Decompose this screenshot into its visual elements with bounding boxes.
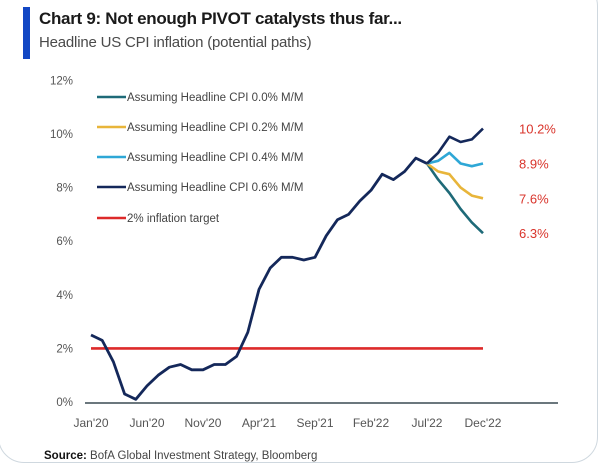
- chart-subtitle: Headline US CPI inflation (potential pat…: [39, 34, 312, 51]
- y-tick-label: 4%: [56, 290, 73, 302]
- y-tick-label: 10%: [50, 129, 73, 141]
- legend-label: Assuming Headline CPI 0.6% M/M: [127, 182, 303, 194]
- series-line-history: [90, 156, 428, 401]
- x-tick-label: Feb'22: [353, 416, 390, 430]
- end-label: 10.2%: [519, 122, 556, 137]
- source-label: Source:: [44, 450, 87, 462]
- end-label: 8.9%: [519, 156, 549, 171]
- end-label: 6.3%: [519, 226, 549, 241]
- chart-card: [0, 0, 598, 463]
- x-tick-label: Jun'20: [130, 416, 165, 430]
- legend-label: Assuming Headline CPI 0.2% M/M: [127, 122, 303, 134]
- x-tick-label: Jan'20: [74, 416, 109, 430]
- y-tick-label: 8%: [56, 183, 73, 195]
- x-tick-label: Dec'22: [465, 416, 502, 430]
- y-tick-label: 12%: [50, 75, 73, 87]
- x-tick-label: Apr'21: [242, 416, 277, 430]
- legend-label: Assuming Headline CPI 0.0% M/M: [127, 92, 303, 104]
- end-label: 7.6%: [519, 191, 549, 206]
- chart-title: Chart 9: Not enough PIVOT catalysts thus…: [39, 9, 402, 28]
- y-axis-ticks: 0% 2% 4% 6% 8% 10% 12%: [50, 75, 73, 409]
- source-text: BofA Global Investment Strategy, Bloombe…: [90, 450, 318, 462]
- x-tick-label: Sep'21: [297, 416, 334, 430]
- series-line-0-0pct: [425, 162, 484, 235]
- series-line-0-2pct: [426, 162, 484, 200]
- legend-label: 2% inflation target: [127, 213, 220, 225]
- series-lines: [90, 127, 484, 401]
- legend-label: Assuming Headline CPI 0.4% M/M: [127, 152, 303, 164]
- legend: Assuming Headline CPI 0.0% M/M Assuming H…: [97, 92, 303, 225]
- y-tick-label: 0%: [56, 397, 73, 409]
- x-axis-ticks: Jan'20 Jun'20 Nov'20 Apr'21 Sep'21 Feb'22 Jul'…: [74, 416, 502, 430]
- x-tick-label: Nov'20: [185, 416, 222, 430]
- end-labels: 10.2% 8.9% 7.6% 6.3%: [519, 122, 556, 242]
- y-tick-label: 6%: [56, 236, 73, 248]
- y-tick-label: 2%: [56, 343, 73, 355]
- title-accent-bar: [23, 7, 30, 59]
- series-line-0-4pct: [426, 151, 484, 168]
- x-tick-label: Jul'22: [412, 416, 443, 430]
- source-note: Source: BofA Global Investment Strategy,…: [44, 450, 317, 462]
- series-line-0-6pct: [426, 127, 484, 165]
